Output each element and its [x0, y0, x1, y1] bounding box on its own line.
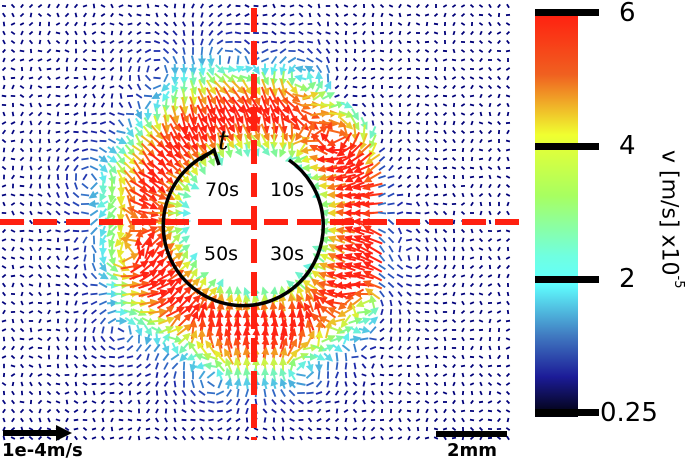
colorbar-tick-6	[535, 9, 599, 16]
colorbar-tick-4	[535, 143, 599, 150]
quadrant-label-70s: 70s	[205, 179, 240, 201]
quadrant-label-10s: 10s	[270, 179, 305, 201]
time-symbol: t	[218, 126, 229, 156]
rotation-arrow-icon	[161, 150, 325, 308]
colorbar-title: v [m/s] x10-5	[656, 150, 685, 370]
colorbar	[535, 14, 578, 417]
colorbar-tick-2	[535, 276, 599, 283]
colorbar-tick-025	[535, 409, 599, 416]
colorbar-label-025: 0.25	[600, 398, 658, 428]
length-scale-bar	[436, 431, 507, 437]
colorbar-label-6: 6	[619, 0, 636, 28]
velocity-arrows	[1, 3, 511, 441]
colorbar-title-text: v [m/s] x10	[656, 150, 682, 276]
colorbar-label-2: 2	[619, 264, 636, 294]
quadrant-label-50s: 50s	[204, 243, 239, 265]
velocity-scale-arrowhead-icon	[56, 425, 72, 441]
arrowhead-icon	[198, 147, 221, 166]
velocity-scale-label: 1e-4m/s	[2, 440, 83, 461]
length-scale-label: 2mm	[447, 440, 498, 461]
colorbar-exponent: -5	[671, 275, 685, 289]
quadrant-label-30s: 30s	[270, 243, 305, 265]
colorbar-label-4: 4	[619, 131, 636, 161]
